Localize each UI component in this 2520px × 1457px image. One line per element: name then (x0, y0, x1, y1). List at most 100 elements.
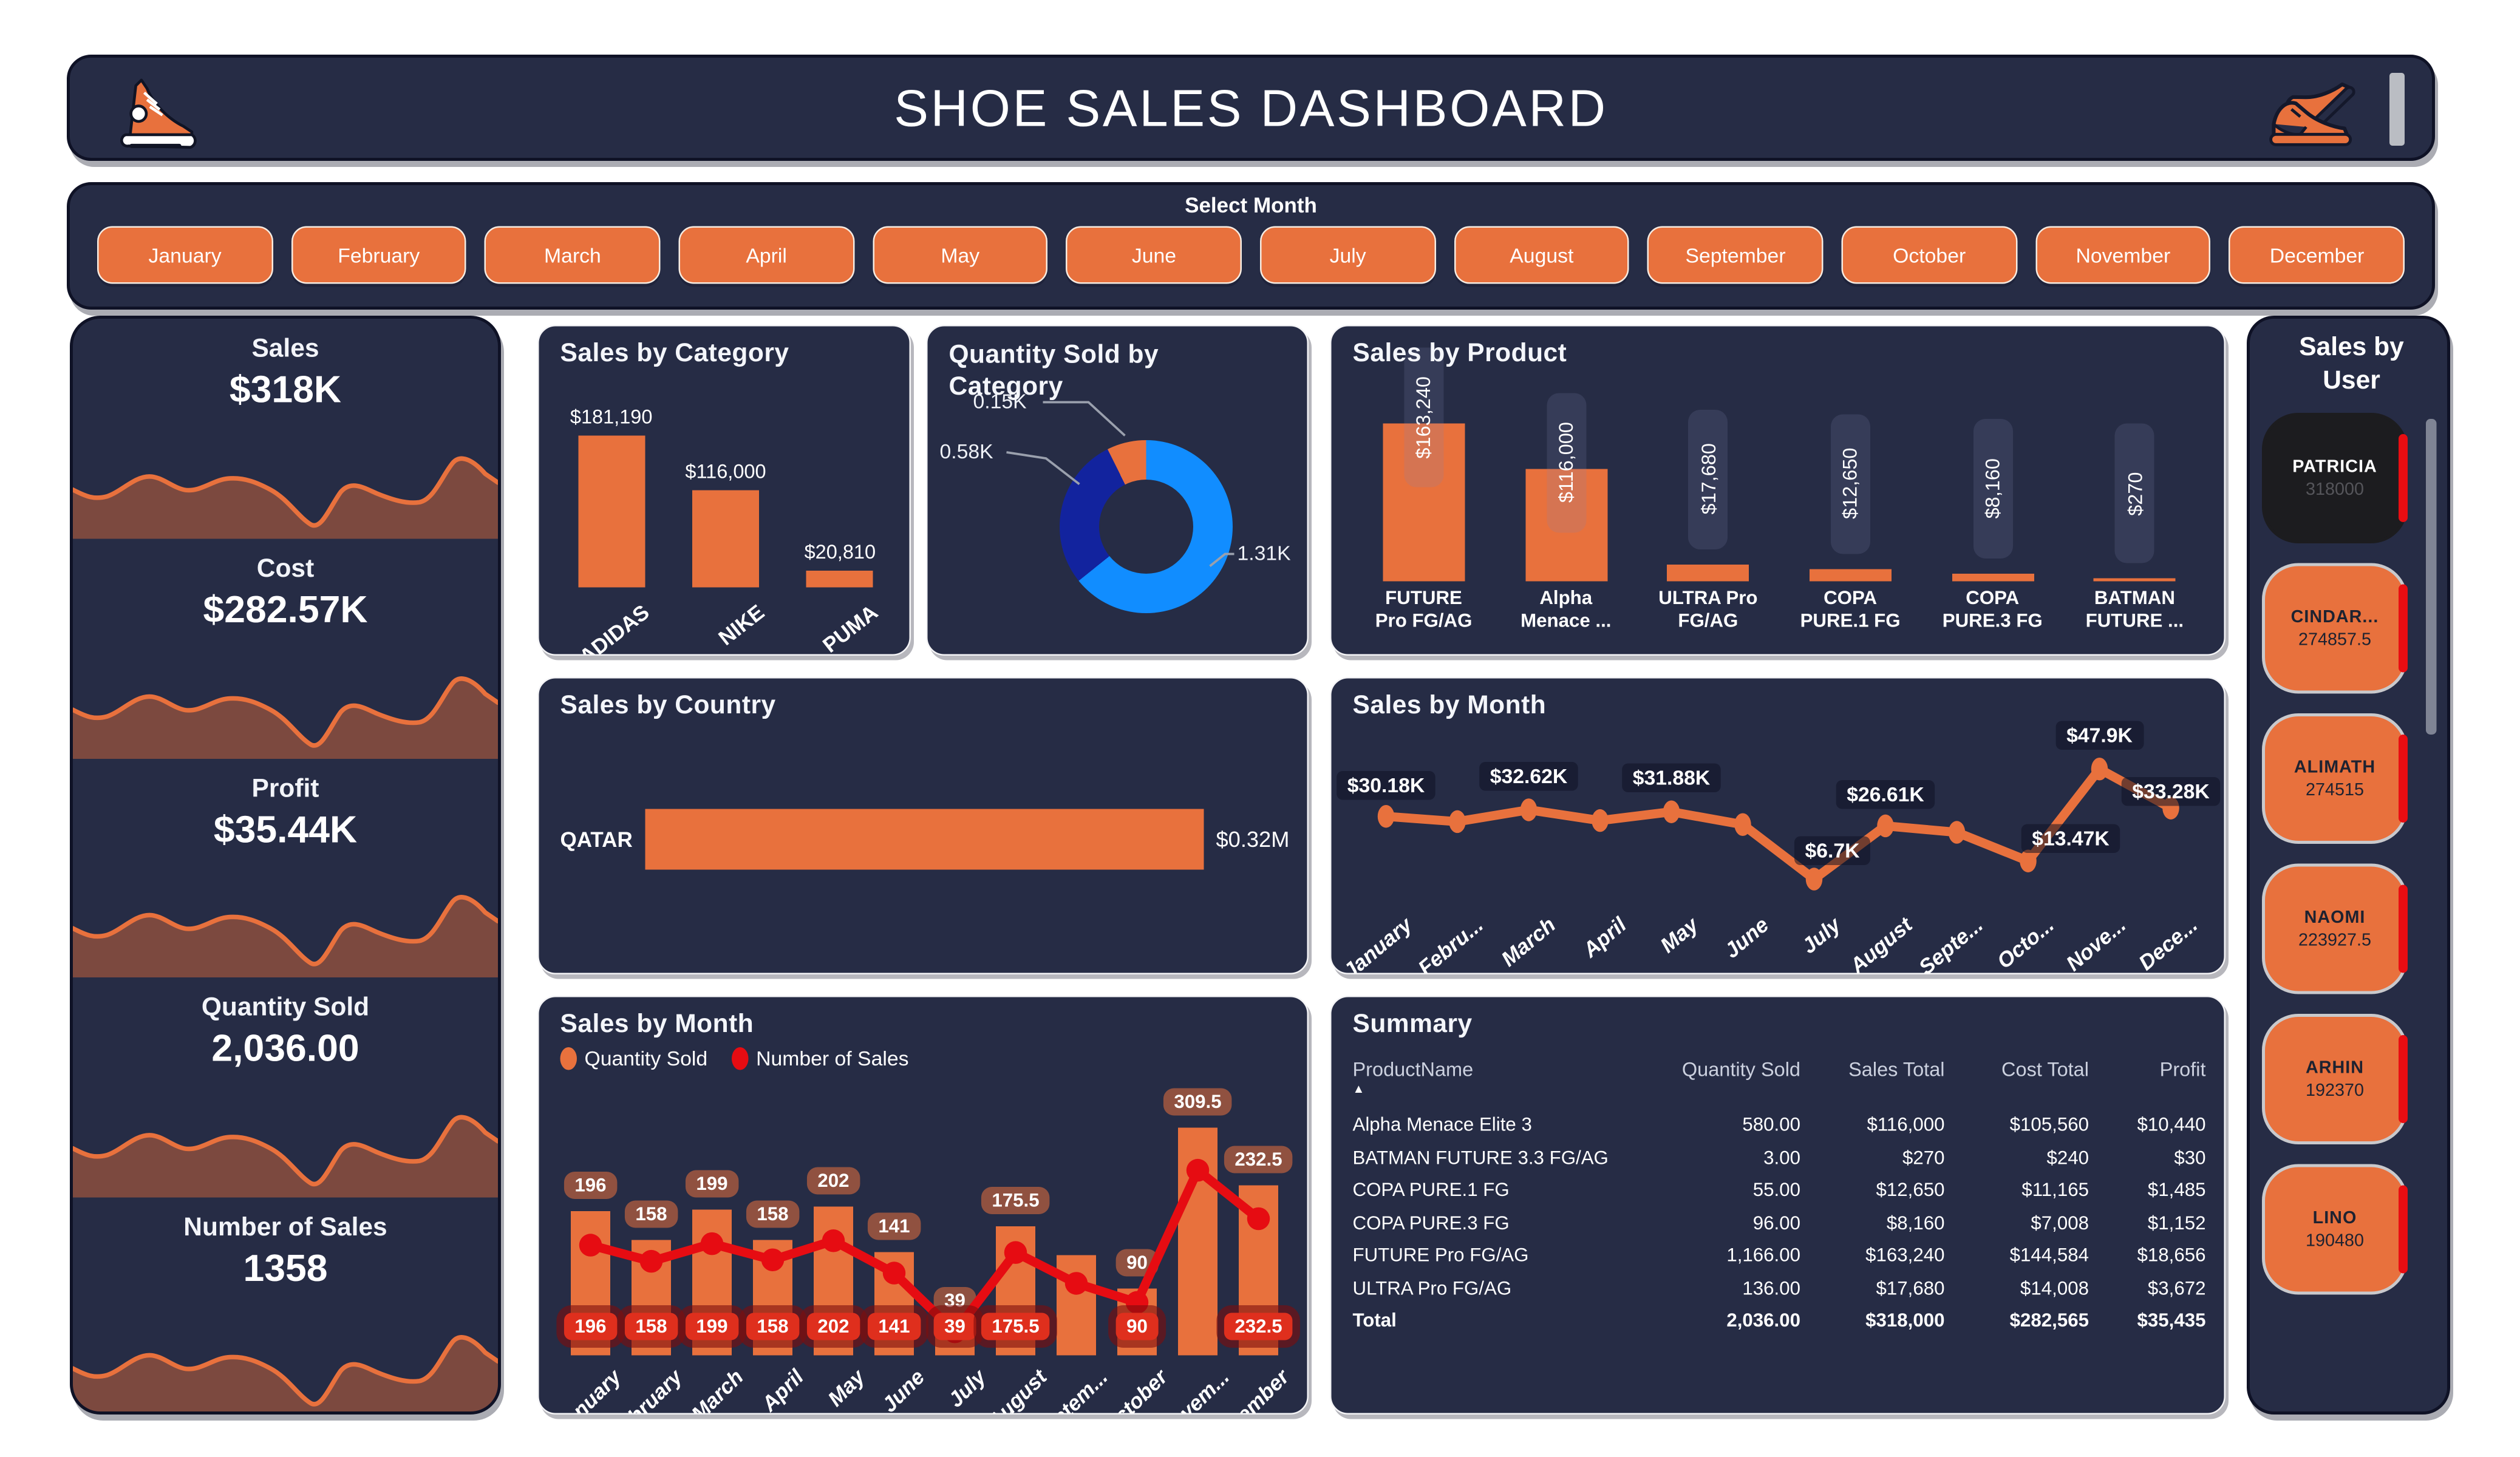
line-value-label: 158 (746, 1313, 800, 1340)
user-card-cindar[interactable]: CINDAR... 274857.5 (2262, 563, 2408, 694)
line-point-january[interactable] (1377, 804, 1395, 828)
point-value-label: $32.62K (1479, 761, 1578, 790)
month-button-row: January February March April May June July Augu… (97, 226, 2405, 284)
users-scrollbar[interactable] (2426, 419, 2437, 735)
user-value: 318000 (2306, 480, 2364, 499)
month-button-march[interactable]: March (485, 226, 661, 284)
summary-column-quantity-sold[interactable]: Quantity Sold (1681, 1058, 1800, 1081)
kpi-title: Quantity Sold (201, 993, 370, 1022)
month-button-august[interactable]: August (1454, 226, 1630, 284)
total-cell: Total (1352, 1309, 1397, 1331)
line-point-nove[interactable] (2091, 757, 2108, 781)
month-axis-label: March (686, 1364, 747, 1415)
cell-value: $8,160 (1886, 1212, 1945, 1234)
month-button-september[interactable]: September (1647, 226, 1824, 284)
user-card-alimath[interactable]: ALIMATH 274515 (2262, 713, 2408, 844)
line-point-septe[interactable] (1948, 821, 1966, 844)
month-button-october[interactable]: October (1841, 226, 2017, 284)
kpi-value: $282.57K (203, 588, 368, 631)
user-card-patricia[interactable]: PATRICIA 318000 (2262, 413, 2408, 543)
summary-column-cost-total[interactable]: Cost Total (2001, 1058, 2089, 1081)
kpi-number-of-sales: Number of Sales 1358 (73, 1198, 498, 1411)
chart-title: Quantity Sold by Category (948, 340, 1159, 401)
kpi-sparkline (73, 670, 498, 758)
month-axis-label: Dece... (2133, 912, 2202, 974)
category-bar-puma[interactable] (806, 569, 874, 588)
user-name: ARHIN (2305, 1058, 2365, 1077)
user-card-lino[interactable]: LINO 190480 (2262, 1164, 2408, 1295)
month-button-july[interactable]: July (1260, 226, 1436, 284)
line-point-febru[interactable] (1449, 810, 1466, 834)
bar-value-label: $12,650 (1830, 414, 1870, 554)
month-axis-label: April (1578, 912, 1631, 962)
user-card-naomi[interactable]: NAOMI 223927.5 (2262, 863, 2408, 994)
summary-column-profit[interactable]: Profit (2159, 1058, 2206, 1081)
chart-title: Sales by Month (1352, 690, 1547, 720)
kpi-title: Profit (251, 773, 319, 803)
kpi-panel: Sales $318K Cost $282.57K Profit $35.44K Quant… (70, 316, 501, 1415)
line-point-august[interactable] (1877, 814, 1894, 838)
point-value-label: $13.47K (2021, 824, 2120, 854)
product-bar-batman-future[interactable] (2093, 578, 2176, 582)
month-button-april[interactable]: April (678, 226, 854, 284)
sales-by-month-combo-plot: 196 158 199 158 202 141 39 175.5 90 309.5 232.5 196… (560, 1089, 1293, 1356)
kpi-sparkline (73, 450, 498, 538)
sales-by-product-card: Sales by Product $163,240 $116,000 $17,680… (1330, 325, 2225, 656)
line-value-label: 202 (806, 1313, 860, 1340)
month-axis-label: June (1720, 912, 1774, 963)
table-row: ULTRA Pro FG/AG 136.00 $17,680 $14,008 $3,67… (1353, 1272, 2206, 1305)
legend-quantity-sold: Quantity Sold (560, 1047, 707, 1070)
legend-dot (560, 1047, 577, 1070)
user-value: 192370 (2306, 1081, 2364, 1100)
sales-by-product-axis: FUTURE Pro FG/AG Alpha Menace ... ULTRA Pro F… (1353, 588, 2206, 648)
product-bar-copa-pure-1-fg[interactable] (1809, 569, 1892, 582)
month-axis-label: Febru... (1414, 912, 1488, 974)
summary-column-sales-total[interactable]: Sales Total (1848, 1058, 1945, 1081)
page-title: SHOE SALES DASHBOARD (894, 80, 1608, 138)
user-card-arhin[interactable]: ARHIN 192370 (2262, 1014, 2408, 1144)
sort-ascending-icon: ▲ (1352, 1082, 1365, 1096)
line-point-may[interactable] (1663, 800, 1680, 823)
line-point-march[interactable] (1520, 798, 1538, 821)
sales-by-month-combo-card: Sales by Month Quantity Sold Number of Sa… (537, 996, 1309, 1415)
month-button-february[interactable]: February (291, 226, 467, 284)
product-bar-alpha-menace[interactable] (1525, 469, 1607, 582)
legend-dot (732, 1047, 749, 1070)
summary-column-productname[interactable]: ProductName ▲ (1353, 1058, 1657, 1110)
cell-product: BATMAN FUTURE 3.3 FG/AG (1352, 1146, 1609, 1168)
table-title: Summary (1352, 1009, 1473, 1039)
product-bar-ultra-pro-fg-ag[interactable] (1667, 564, 1749, 582)
bar-value-label: $8,160 (1972, 418, 2012, 559)
header-scrollbar[interactable] (2389, 73, 2405, 146)
month-button-november[interactable]: November (2035, 226, 2211, 284)
line-point-octo[interactable] (2020, 849, 2037, 872)
month-button-january[interactable]: January (97, 226, 273, 284)
month-button-december[interactable]: December (2229, 226, 2405, 284)
bar-value-label: $116,000 (1546, 393, 1586, 533)
cell-value: $1,485 (2147, 1179, 2206, 1201)
bar-value-label: 232.5 (1224, 1145, 1293, 1173)
donut-label: 0.15K (973, 390, 1027, 413)
month-button-june[interactable]: June (1066, 226, 1242, 284)
sneaker-icon (120, 78, 197, 149)
line-point-july[interactable] (1805, 868, 1823, 891)
cell-value: 136.00 (1742, 1277, 1800, 1299)
product-bar-copa-pure-3-fg[interactable] (1951, 573, 2034, 582)
country-bar-qatar[interactable] (645, 809, 1204, 870)
product-bar-future-pro-fg-ag[interactable] (1383, 423, 1465, 582)
product-axis-label: COPA PURE.3 FG (1942, 587, 2043, 632)
legend-number-of-sales: Number of Sales (732, 1047, 908, 1070)
month-button-may[interactable]: May (872, 226, 1048, 284)
category-bar-nike[interactable] (692, 490, 759, 588)
line-point-june[interactable] (1734, 813, 1751, 837)
kpi-sparkline (73, 890, 498, 978)
category-bar-adidas[interactable] (577, 435, 645, 588)
sales-by-category-card: Sales by Category $181,190 ADIDAS $116,000… (537, 325, 911, 656)
bar-value-label: 158 (746, 1200, 800, 1228)
kpi-sparkline (73, 1330, 498, 1411)
legend-label: Number of Sales (756, 1047, 909, 1070)
bar-value-label: 309.5 (1163, 1089, 1233, 1116)
cell-product: COPA PURE.3 FG (1352, 1212, 1510, 1234)
line-point-april[interactable] (1592, 809, 1609, 832)
table-row: BATMAN FUTURE 3.3 FG/AG 3.00 $270 $240 $30 (1353, 1142, 2206, 1175)
